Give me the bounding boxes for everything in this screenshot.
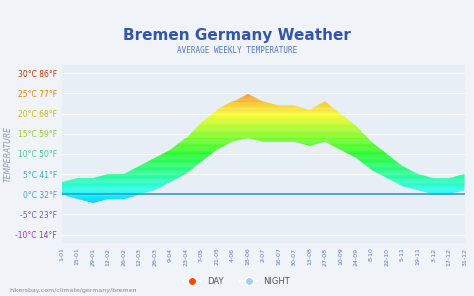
Text: hikersbay.com/climate/germany/bremen: hikersbay.com/climate/germany/bremen (9, 288, 137, 293)
Legend: DAY, NIGHT: DAY, NIGHT (181, 273, 293, 289)
Text: Bremen Germany Weather: Bremen Germany Weather (123, 28, 351, 43)
Text: AVERAGE WEEKLY TEMPERATURE: AVERAGE WEEKLY TEMPERATURE (177, 46, 297, 55)
Y-axis label: TEMPERATURE: TEMPERATURE (3, 126, 12, 182)
